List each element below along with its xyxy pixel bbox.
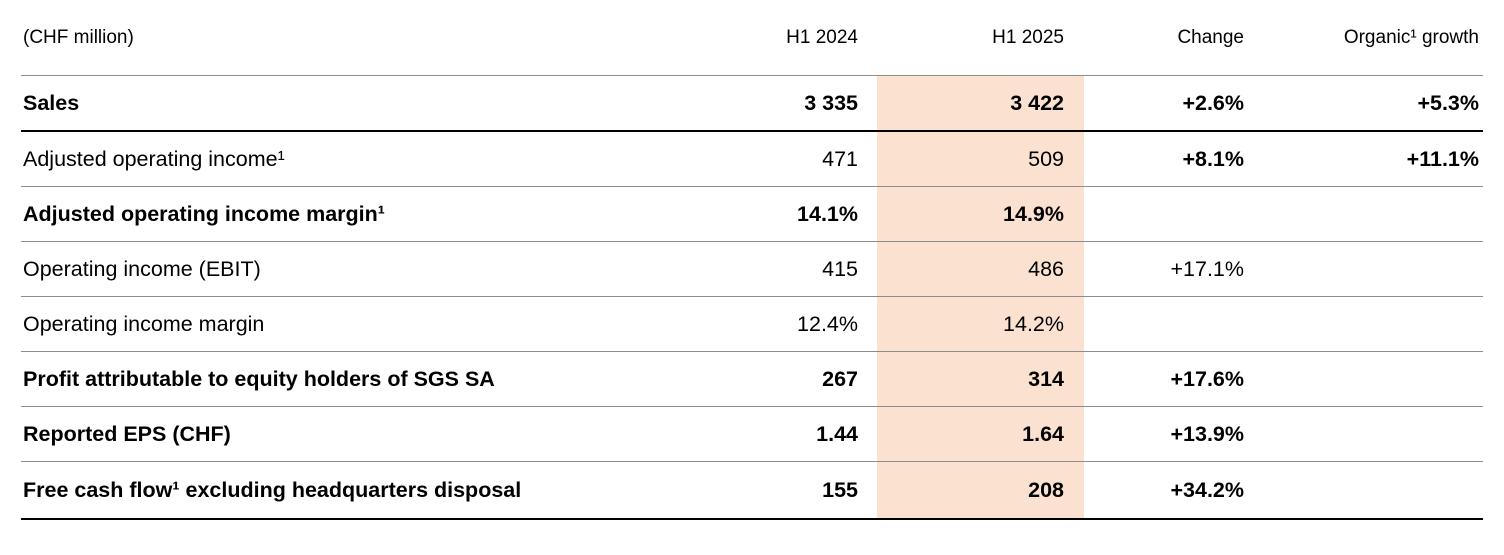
row-label: Profit attributable to equity holders of… bbox=[21, 351, 721, 407]
value-change bbox=[1084, 296, 1250, 352]
value-h1-2024: 12.4% bbox=[721, 296, 877, 352]
row-label: Operating income (EBIT) bbox=[21, 241, 721, 297]
column-header-h1-2025: H1 2025 bbox=[877, 0, 1084, 76]
row-label: Free cash flow¹ excluding headquarters d… bbox=[21, 461, 721, 520]
table-row: Profit attributable to equity holders of… bbox=[21, 351, 1483, 407]
table-row: Free cash flow¹ excluding headquarters d… bbox=[21, 461, 1483, 520]
table-row: Operating income margin 12.4% 14.2% bbox=[21, 296, 1483, 352]
table-row: Reported EPS (CHF) 1.44 1.64 +13.9% bbox=[21, 406, 1483, 462]
value-h1-2024: 471 bbox=[721, 131, 877, 187]
value-change: +17.1% bbox=[1084, 241, 1250, 297]
value-organic-growth bbox=[1250, 296, 1483, 352]
value-organic-growth: +5.3% bbox=[1250, 75, 1483, 132]
row-label: Adjusted operating income margin¹ bbox=[21, 186, 721, 242]
column-header-organic-growth: Organic¹ growth bbox=[1250, 0, 1483, 76]
value-h1-2025: 486 bbox=[877, 241, 1084, 297]
value-change: +2.6% bbox=[1084, 75, 1250, 132]
table-row: Sales 3 335 3 422 +2.6% +5.3% bbox=[21, 75, 1483, 132]
value-h1-2025: 208 bbox=[877, 461, 1084, 520]
value-organic-growth bbox=[1250, 186, 1483, 242]
value-h1-2025: 1.64 bbox=[877, 406, 1084, 462]
value-h1-2024: 3 335 bbox=[721, 75, 877, 132]
value-organic-growth: +11.1% bbox=[1250, 131, 1483, 187]
table-header: (CHF million) H1 2024 H1 2025 Change Org… bbox=[21, 0, 1483, 76]
value-h1-2024: 155 bbox=[721, 461, 877, 520]
value-change: +13.9% bbox=[1084, 406, 1250, 462]
value-organic-growth bbox=[1250, 461, 1483, 520]
value-h1-2025: 14.9% bbox=[877, 186, 1084, 242]
column-header-h1-2024: H1 2024 bbox=[721, 0, 877, 76]
header-row: (CHF million) H1 2024 H1 2025 Change Org… bbox=[21, 0, 1483, 76]
value-h1-2024: 1.44 bbox=[721, 406, 877, 462]
table-body: Sales 3 335 3 422 +2.6% +5.3% Adjusted operat… bbox=[21, 75, 1483, 520]
value-h1-2025: 14.2% bbox=[877, 296, 1084, 352]
value-organic-growth bbox=[1250, 406, 1483, 462]
value-change: +34.2% bbox=[1084, 461, 1250, 520]
value-h1-2024: 415 bbox=[721, 241, 877, 297]
column-header-change: Change bbox=[1084, 0, 1250, 76]
value-organic-growth bbox=[1250, 241, 1483, 297]
row-label: Sales bbox=[21, 75, 721, 132]
value-h1-2025: 3 422 bbox=[877, 75, 1084, 132]
row-label: Reported EPS (CHF) bbox=[21, 406, 721, 462]
value-change bbox=[1084, 186, 1250, 242]
unit-label: (CHF million) bbox=[21, 0, 721, 76]
table-row: Operating income (EBIT) 415 486 +17.1% bbox=[21, 241, 1483, 297]
value-h1-2025: 314 bbox=[877, 351, 1084, 407]
value-h1-2024: 14.1% bbox=[721, 186, 877, 242]
financial-results-table: (CHF million) H1 2024 H1 2025 Change Org… bbox=[21, 0, 1483, 520]
value-h1-2025: 509 bbox=[877, 131, 1084, 187]
row-label: Operating income margin bbox=[21, 296, 721, 352]
value-organic-growth bbox=[1250, 351, 1483, 407]
value-h1-2024: 267 bbox=[721, 351, 877, 407]
value-change: +8.1% bbox=[1084, 131, 1250, 187]
row-label: Adjusted operating income¹ bbox=[21, 131, 721, 187]
table-row: Adjusted operating income¹ 471 509 +8.1% +11… bbox=[21, 131, 1483, 187]
table-row: Adjusted operating income margin¹ 14.1% 14… bbox=[21, 186, 1483, 242]
value-change: +17.6% bbox=[1084, 351, 1250, 407]
